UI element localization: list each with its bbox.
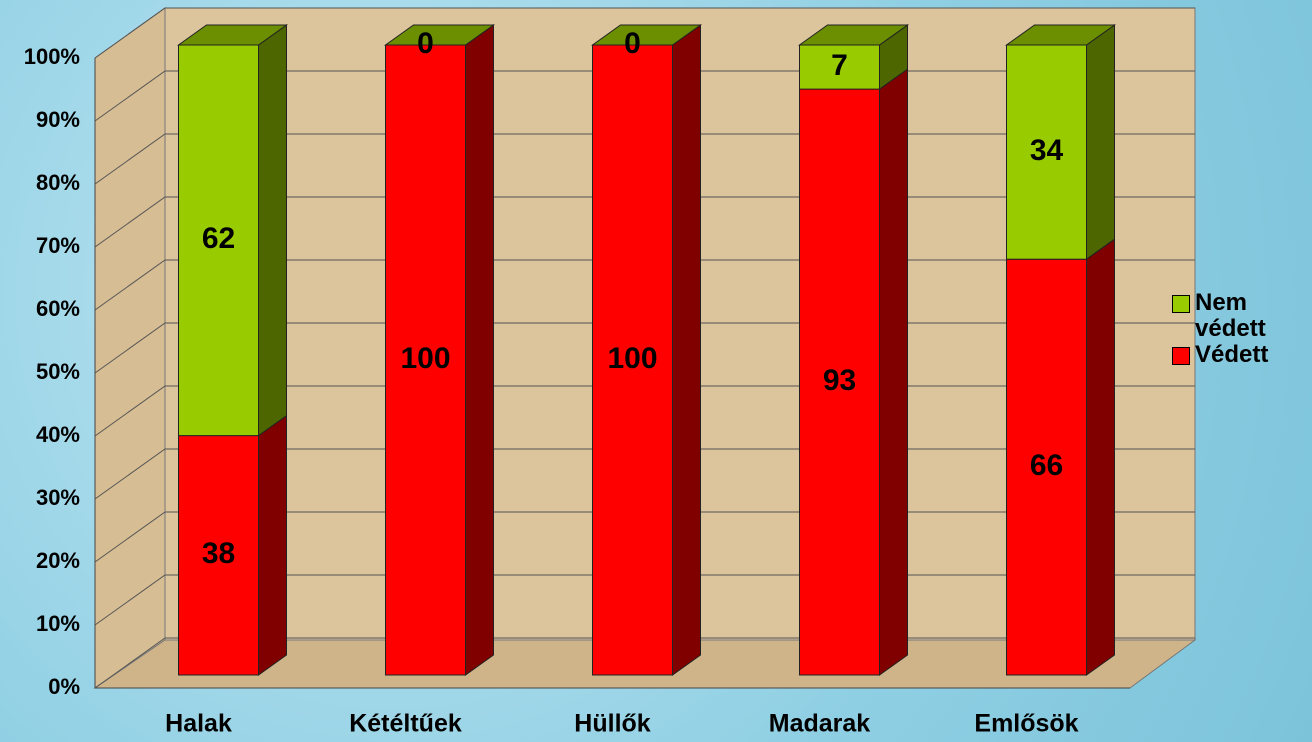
- data-label: 100: [607, 342, 657, 375]
- bar-side: [259, 25, 287, 436]
- legend-item: Védett: [1172, 342, 1312, 368]
- x-tick-label: Madarak: [769, 710, 871, 738]
- y-tick-label: 100%: [24, 44, 80, 69]
- legend-label: Nem védett: [1195, 290, 1305, 342]
- y-tick-label: 50%: [36, 359, 80, 384]
- y-tick-label: 70%: [36, 233, 80, 258]
- legend-item: Nem védett: [1172, 290, 1312, 342]
- y-tick-label: 80%: [36, 170, 80, 195]
- bar-side: [466, 25, 494, 675]
- x-tick-label: Emlősök: [974, 710, 1078, 738]
- bar-side: [1087, 239, 1115, 675]
- bar-side: [880, 69, 908, 675]
- y-tick-label: 60%: [36, 296, 80, 321]
- x-tick-label: Halak: [165, 710, 232, 738]
- y-tick-label: 0%: [48, 674, 80, 699]
- data-label: 93: [823, 364, 856, 397]
- data-label: 0: [417, 27, 434, 60]
- legend-swatch: [1172, 295, 1190, 313]
- y-tick-label: 30%: [36, 485, 80, 510]
- legend-swatch: [1172, 347, 1190, 365]
- data-label: 7: [831, 49, 848, 82]
- x-tick-label: Kétéltűek: [349, 710, 462, 738]
- x-tick-label: Hüllők: [574, 710, 650, 738]
- data-label: 100: [400, 342, 450, 375]
- y-tick-label: 40%: [36, 422, 80, 447]
- legend-label: Védett: [1195, 342, 1305, 368]
- bar-side: [259, 416, 287, 675]
- y-tick-label: 90%: [36, 107, 80, 132]
- chart: 0% 10% 20% 30% 40% 50% 60% 70% 80% 90% 100% Halak 38…: [0, 0, 1312, 742]
- data-label: 66: [1030, 449, 1063, 482]
- data-label: 38: [202, 537, 235, 570]
- page: 0% 10% 20% 30% 40% 50% 60% 70% 80% 90% 100% Halak 38…: [0, 0, 1312, 742]
- bar-side: [673, 25, 701, 675]
- data-label: 62: [202, 222, 235, 255]
- y-tick-label: 20%: [36, 548, 80, 573]
- data-label: 0: [624, 27, 641, 60]
- data-label: 34: [1030, 134, 1064, 167]
- y-tick-label: 10%: [36, 611, 80, 636]
- bar-side: [1087, 25, 1115, 259]
